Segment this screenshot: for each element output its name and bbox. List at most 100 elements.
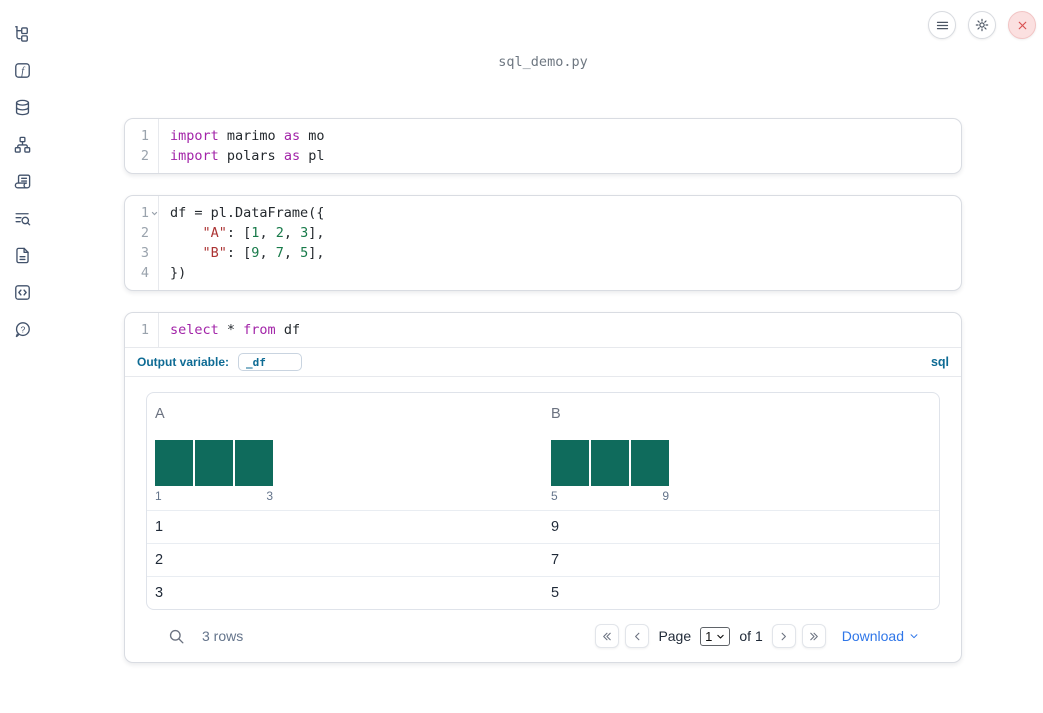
histogram-bar — [551, 440, 589, 486]
table-footer: 3 rows Page 1 of 1 — [146, 610, 940, 662]
pagination: Page 1 of 1 — [595, 624, 826, 648]
histogram-ticks: 1 3 — [155, 489, 273, 504]
token — [170, 245, 203, 261]
table-row[interactable]: 1 9 — [147, 510, 939, 543]
token: df = pl.DataFrame({ — [170, 205, 325, 221]
token: mo — [300, 128, 325, 144]
code-line[interactable]: import polars as pl — [170, 146, 961, 166]
download-button[interactable]: Download — [842, 628, 919, 644]
svg-text:f: f — [21, 66, 26, 77]
code-line[interactable]: }) — [170, 263, 961, 283]
table-row[interactable]: 3 5 — [147, 576, 939, 609]
database-icon[interactable] — [13, 98, 32, 117]
code-line[interactable]: df = pl.DataFrame({ — [170, 203, 961, 223]
histogram-bars — [155, 440, 273, 486]
token: marimo — [218, 128, 284, 144]
sql-code-editor[interactable]: 1 select * from df — [125, 313, 961, 348]
table-cell: 3 — [155, 585, 164, 601]
tick-label: 1 — [155, 489, 162, 503]
table-cell: 9 — [551, 519, 560, 535]
table-cell: 1 — [155, 519, 164, 535]
token: , — [283, 225, 301, 241]
row-count: 3 rows — [202, 628, 244, 644]
table-row[interactable]: 2 7 — [147, 543, 939, 576]
code-line[interactable]: select * from df — [170, 320, 961, 340]
token: 3 — [300, 225, 309, 241]
document-icon[interactable] — [13, 246, 32, 265]
token: polars — [218, 148, 284, 164]
code-content[interactable]: select * from df — [159, 313, 961, 347]
token: ], — [308, 225, 325, 241]
code-brackets-icon[interactable] — [13, 283, 32, 302]
code-line[interactable]: "B": [9, 7, 5], — [170, 243, 961, 263]
line-number: 1 — [140, 128, 149, 144]
token: * — [218, 322, 244, 338]
page-select-value: 1 — [705, 628, 713, 644]
token: as — [283, 128, 301, 144]
page-select[interactable]: 1 — [700, 626, 731, 646]
notebook-main: sql_demo.py 1 2 import marimo as mo impo… — [124, 0, 962, 663]
token: "B" — [202, 245, 227, 261]
code-line[interactable]: "A": [1, 2, 3], — [170, 223, 961, 243]
language-badge: sql — [930, 355, 949, 369]
menu-icon — [935, 18, 950, 33]
chevron-left-icon — [631, 630, 644, 643]
file-tree-icon[interactable] — [13, 24, 32, 43]
token: : [ — [226, 245, 252, 261]
list-search-icon[interactable] — [13, 209, 32, 228]
code-editor[interactable]: 1 2 import marimo as mo import polars as… — [125, 119, 961, 173]
table-cell: 7 — [551, 552, 560, 568]
scroll-icon[interactable] — [13, 172, 32, 191]
histogram-bar — [591, 440, 629, 486]
notebook-filename[interactable]: sql_demo.py — [498, 54, 588, 70]
line-number-gutter: 1 2 3 4 — [125, 196, 159, 290]
close-icon — [1016, 19, 1029, 32]
histogram-bar — [631, 440, 669, 486]
line-number: 2 — [140, 148, 149, 164]
first-page-button[interactable] — [595, 624, 620, 648]
line-number-gutter: 1 2 — [125, 119, 159, 173]
column-header-b[interactable]: B 5 9 — [543, 393, 939, 510]
code-editor[interactable]: 1 2 3 4 df = pl.DataFrame({ "A": [1, 2, … — [125, 196, 961, 290]
token: 9 — [251, 245, 260, 261]
search-icon[interactable] — [167, 627, 186, 646]
chevron-down-icon — [716, 632, 725, 641]
svg-text:?: ? — [20, 324, 25, 334]
code-content[interactable]: df = pl.DataFrame({ "A": [1, 2, 3], "B":… — [159, 196, 961, 290]
token: from — [243, 322, 276, 338]
output-variable-input[interactable] — [238, 353, 303, 371]
token: , — [283, 245, 301, 261]
tick-label: 3 — [266, 489, 273, 503]
help-circle-icon[interactable]: ? — [13, 320, 32, 339]
token: df — [275, 322, 301, 338]
function-square-icon[interactable]: f — [13, 61, 32, 80]
chevron-down-icon — [909, 631, 919, 641]
line-number-gutter: 1 — [125, 313, 159, 347]
shutdown-button[interactable] — [1008, 11, 1036, 39]
token: 7 — [275, 245, 284, 261]
histogram-bar — [155, 440, 193, 486]
column-histogram: 1 3 — [155, 440, 273, 504]
output-variable-row: Output variable: sql — [125, 348, 961, 377]
last-page-button[interactable] — [801, 624, 826, 648]
code-cell-dataframe: 1 2 3 4 df = pl.DataFrame({ "A": [1, 2, … — [124, 195, 962, 291]
code-content[interactable]: import marimo as mo import polars as pl — [159, 119, 961, 173]
hierarchy-icon[interactable] — [13, 135, 32, 154]
cell-output: A 1 3 B — [125, 377, 961, 662]
next-page-button[interactable] — [771, 624, 796, 648]
token: import — [170, 128, 219, 144]
column-name[interactable]: A — [155, 406, 165, 422]
line-number: 1 — [140, 322, 149, 338]
output-variable-label: Output variable: — [137, 355, 230, 369]
prev-page-button[interactable] — [625, 624, 650, 648]
tick-label: 5 — [551, 489, 558, 503]
column-name[interactable]: B — [551, 406, 561, 422]
fold-chevron-icon[interactable] — [151, 210, 158, 217]
notebook-menu-button[interactable] — [928, 11, 956, 39]
histogram-bars — [551, 440, 669, 486]
token: pl — [300, 148, 325, 164]
line-number: 1 — [125, 203, 158, 223]
column-header-a[interactable]: A 1 3 — [147, 393, 543, 510]
settings-button[interactable] — [968, 11, 996, 39]
code-line[interactable]: import marimo as mo — [170, 126, 961, 146]
